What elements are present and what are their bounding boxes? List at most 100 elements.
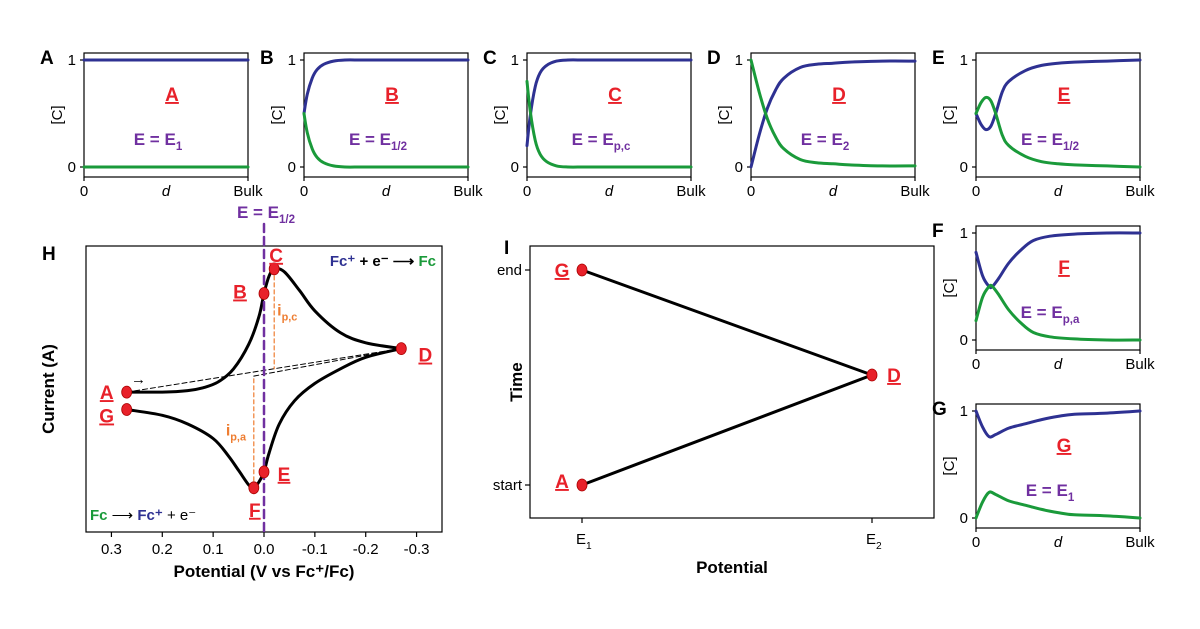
y-axis-label: [C] [269,105,286,124]
potential-label: E = E1 [1026,481,1075,504]
ipa-label: ip,a [226,423,247,444]
series-reduced [749,58,917,168]
potential-label: E = Ep,c [572,130,631,153]
y-axis-label: [C] [492,105,509,124]
y-axis-label: Current (A) [39,344,58,434]
panel-frame [750,52,916,178]
series-reduced [974,95,1142,169]
series-reduced [974,283,1142,342]
y-axis-label: Time [507,362,526,401]
x-tick-label-right: Bulk [233,183,263,200]
cv-point-label-c: C [269,246,283,267]
panel-letter: C [483,48,497,69]
ipc-label-sub: p,c [282,311,298,323]
panel-frame [975,52,1141,178]
x-axis-label: d [162,183,171,200]
y-tick-label: 0 [511,159,519,176]
waveform-point-a [576,478,588,492]
potential-label: E = E1 [134,130,183,153]
x-axis-label: d [1054,183,1063,200]
potential-label-main: E = E [1021,303,1063,322]
series-oxidized [749,59,917,169]
panel-letter: F [932,221,944,242]
potential-label-main: E = E [1026,481,1068,500]
series-oxidized [974,409,1142,439]
e-half-label-main: E = E [237,203,279,222]
cv-point-label-g: G [99,407,114,428]
eq-reduced: Fc [90,507,108,524]
y-tick-label: 0 [288,159,296,176]
waveform-point-label-g: G [555,261,570,282]
x-axis-label: Potential (V vs Fc⁺/Fc) [174,562,355,581]
x-tick-label-sub: 2 [876,541,882,552]
eq-arrow: + e⁻ ⟶ [355,253,418,270]
scan-direction-arrow: → [131,371,146,388]
y-axis-label: [C] [941,456,958,475]
y-tick-label: end [497,262,522,279]
series-reduced [974,490,1142,520]
y-tick-label: start [493,477,523,494]
state-label: E [1058,85,1071,106]
x-tick-label: 0.1 [203,541,224,558]
x-tick-label-left: 0 [300,183,308,200]
x-tick-label-right: Bulk [900,183,930,200]
x-tick-label-left: 0 [523,183,531,200]
x-tick-label: 0.0 [254,541,275,558]
x-tick-label: -0.2 [353,541,379,558]
potential-label-main: E = E [134,130,176,149]
cv-point-a [121,385,133,399]
e-half-label-sub: 1/2 [279,214,295,226]
x-tick-label-right: Bulk [1125,183,1155,200]
potential-label-main: E = E [1021,130,1063,149]
y-axis-label: [C] [941,278,958,297]
y-tick-label: 0 [68,159,76,176]
potential-label-main: E = E [572,130,614,149]
panel-h: 0.3 0.2 0.1 0.0 -0.1 -0.2 -0.3 Potential (V vs … [39,203,443,581]
panel-letter: D [707,48,721,69]
panel-frame [83,52,249,178]
cv-point-g [121,403,133,416]
potential-label-main: E = E [801,130,843,149]
panel-letter: A [40,48,54,69]
x-axis-label: d [382,183,391,200]
x-tick-label: -0.1 [302,541,328,558]
series-reduced [525,79,693,169]
panel-letter: I [504,238,509,259]
state-label: B [385,85,399,106]
cv-point-f [248,481,260,495]
x-axis-label: d [605,183,614,200]
y-tick-label: 1 [960,403,968,420]
panel-c: 1 00 Bulk d [C] C C E = Ep,c [483,48,706,200]
oxidation-equation: Fc ⟶ Fc⁺ + e⁻ [90,507,196,524]
waveform-point-label-a: A [555,472,569,493]
potential-label-sub: 1 [1068,492,1075,504]
panel-letter: H [42,244,56,265]
potential-label: E = Ep,a [1021,303,1080,326]
x-axis-label: d [829,183,838,200]
cv-point-d [395,342,407,356]
cv-reverse-scan [125,347,403,490]
y-tick-label: 0 [960,332,968,349]
potential-label-main: E = E [349,130,391,149]
panel-letter: E [932,48,945,69]
waveform-point-g [576,263,588,277]
x-tick-label-left: 0 [972,356,980,373]
waveform-point-d [866,368,878,382]
y-axis-label: [C] [941,105,958,124]
x-axis-label: d [1054,534,1063,551]
potential-label-sub: p,c [614,141,631,153]
series-reduced [302,112,470,169]
panel-frame [529,245,935,519]
waveform-line [580,268,874,487]
x-tick-label: E2 [866,531,882,552]
state-label: F [1058,258,1070,279]
panel-frame [526,52,692,178]
cv-point-label-f: F [249,501,261,522]
y-tick-label: 0 [735,159,743,176]
potential-label-sub: 1/2 [1063,141,1079,153]
x-tick-label: 0.3 [101,541,122,558]
waveform-point-label-d: D [887,366,901,387]
x-tick-label-right: Bulk [453,183,483,200]
